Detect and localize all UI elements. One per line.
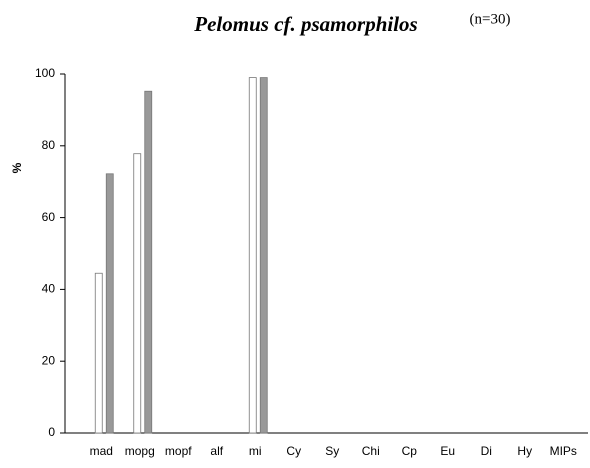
x-tick-label: mopg <box>125 444 155 458</box>
x-tick-label: Cp <box>402 444 418 458</box>
x-tick-label: Hy <box>517 444 532 458</box>
bar <box>259 77 268 434</box>
x-tick-label: Cy <box>286 444 301 458</box>
bar <box>133 153 142 434</box>
x-tick-label: mopf <box>165 444 192 458</box>
x-tick-label: mad <box>90 444 113 458</box>
x-tick-label: Chi <box>362 444 380 458</box>
y-tick-label: 0 <box>48 425 55 439</box>
x-tick-label: Sy <box>325 444 339 458</box>
y-tick-label: 60 <box>42 210 56 224</box>
x-tick-label: alf <box>210 444 223 458</box>
x-tick-label: mi <box>249 444 262 458</box>
bar <box>248 77 257 434</box>
chart-subtitle: (n=30) <box>470 11 511 27</box>
x-tick-label: Eu <box>440 444 455 458</box>
chart-title: Pelomus cf. psamorphilos <box>193 12 417 36</box>
y-tick-label: 100 <box>35 66 55 80</box>
y-tick-label: 40 <box>42 282 56 296</box>
y-tick-label: 80 <box>42 138 56 152</box>
bar <box>105 173 114 434</box>
bar <box>144 90 153 434</box>
y-tick-label: 20 <box>42 353 56 367</box>
x-tick-label: Di <box>481 444 492 458</box>
y-axis-label: % <box>10 162 24 173</box>
bar <box>94 272 103 434</box>
x-tick-label: MIPs <box>550 444 577 458</box>
